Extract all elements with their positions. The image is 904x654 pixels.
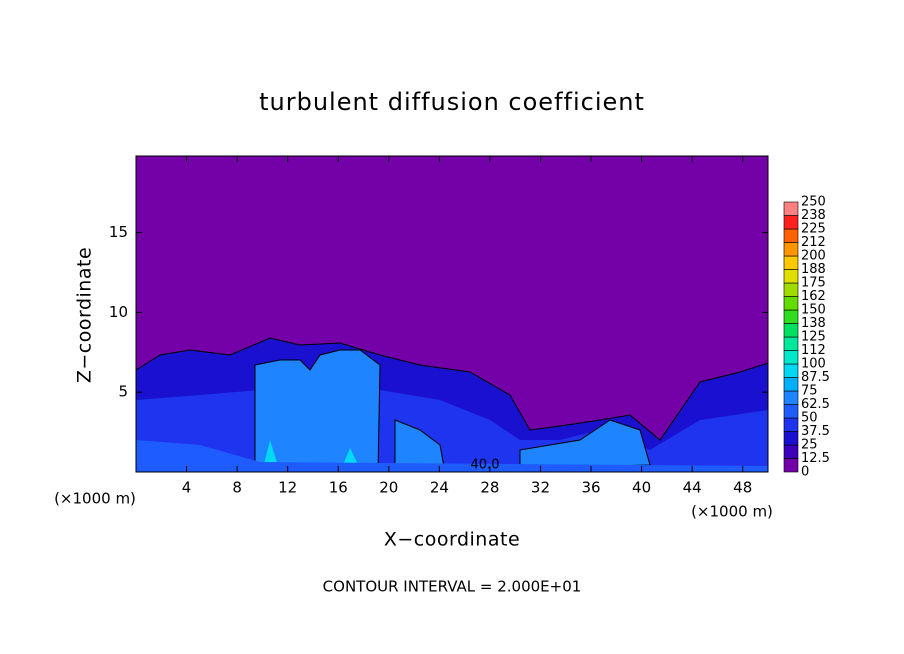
colorbar-label: 62.5 [801, 397, 830, 412]
colorbar-label: 188 [801, 262, 826, 277]
y-tick-label: 10 [109, 303, 128, 321]
x-tick-label: 12 [278, 479, 297, 497]
colorbar-label: 138 [801, 316, 826, 331]
y-tick-label: 15 [109, 223, 128, 241]
x-tick-label: 16 [329, 479, 348, 497]
x-axis-title: X−coordinate [384, 529, 520, 551]
colorbar-label: 250 [801, 195, 826, 210]
x-unit: (×1000 m) [54, 490, 136, 508]
colorbar-band [783, 255, 799, 270]
x-tick-label: 20 [379, 479, 398, 497]
y-tick-label: 5 [118, 383, 128, 401]
colorbar-label: 75 [801, 384, 818, 399]
colorbar-label: 25 [801, 438, 818, 453]
colorbar-label: 150 [801, 303, 826, 318]
colorbar-label: 100 [801, 357, 826, 372]
x-tick-label: 40 [632, 479, 651, 497]
colorbar-band [783, 363, 799, 378]
colorbar-label: 175 [801, 276, 826, 291]
colorbar-label: 112 [801, 343, 826, 358]
colorbar-label: 12.5 [801, 451, 830, 466]
colorbar-band [783, 458, 799, 473]
x-tick-label: 24 [430, 479, 449, 497]
field-region [136, 440, 768, 472]
x-unit: (×1000 m) [691, 503, 773, 521]
colorbar-band [783, 242, 799, 257]
colorbar-label: 125 [801, 330, 826, 345]
colorbar-band [783, 296, 799, 311]
x-tick-label: 28 [480, 479, 499, 497]
x-tick-label: 32 [531, 479, 550, 497]
colorbar-label: 87.5 [801, 370, 830, 385]
colorbar-band [783, 282, 799, 297]
colorbar-band [783, 417, 799, 432]
colorbar-label: 0 [801, 465, 809, 480]
chart-title: turbulent diffusion coefficient [259, 88, 645, 116]
colorbar-label: 37.5 [801, 424, 830, 439]
colorbar-band [783, 336, 799, 351]
colorbar-label: 225 [801, 222, 826, 237]
colorbar-label: 212 [801, 235, 826, 250]
plot-frame [135, 155, 769, 473]
colorbar-band [783, 269, 799, 284]
x-tick-label: 36 [581, 479, 600, 497]
footer-note: CONTOUR INTERVAL = 2.000E+01 [323, 578, 582, 596]
colorbar-band [783, 201, 799, 216]
x-tick-label: 44 [683, 479, 702, 497]
colorbar-band [783, 323, 799, 338]
colorbar-band [783, 404, 799, 419]
x-tick-label: 4 [182, 479, 192, 497]
x-tick-label: 48 [733, 479, 752, 497]
colorbar-label: 162 [801, 289, 826, 304]
contour-field: 40.0 [135, 156, 769, 473]
colorbar-band [783, 350, 799, 365]
colorbar-band [783, 377, 799, 392]
x-tick-label: 8 [232, 479, 242, 497]
colorbar-band [783, 215, 799, 230]
colorbar-band [783, 390, 799, 405]
colorbar-band [783, 309, 799, 324]
y-axis-title: Z−coordinate [74, 247, 96, 383]
colorbar-band [783, 431, 799, 446]
colorbar-label: 200 [801, 249, 826, 264]
contour-label: 40.0 [471, 458, 500, 473]
colorbar-band [783, 228, 799, 243]
colorbar-label: 50 [801, 411, 818, 426]
colorbar-label: 238 [801, 208, 826, 223]
colorbar-band [783, 444, 799, 459]
